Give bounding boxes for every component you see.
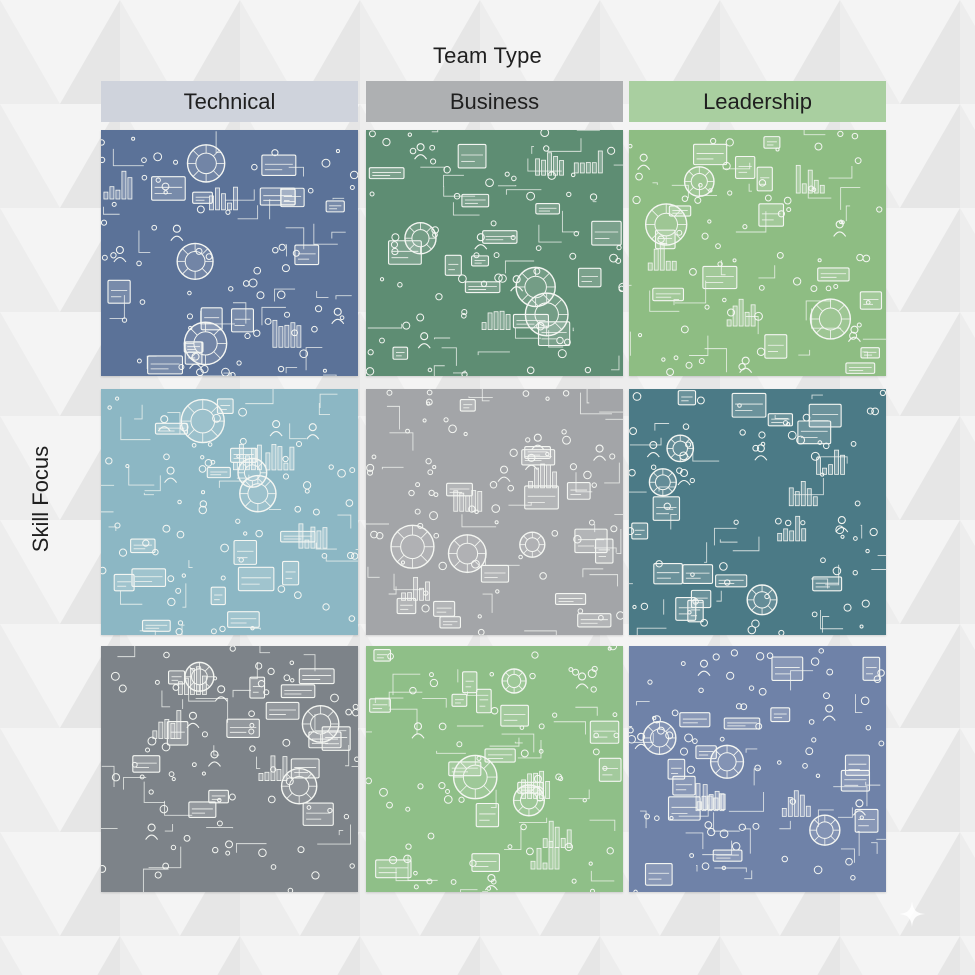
cell-technical-row-3 xyxy=(101,646,358,892)
cell-business-row-3 xyxy=(366,646,623,892)
column-header-technical: Technical xyxy=(101,81,358,122)
team-type-axis-title: Team Type xyxy=(432,43,542,68)
cell-leadership-row-2 xyxy=(629,389,886,635)
skill-focus-axis-title: Skill Focus xyxy=(28,445,53,553)
cell-technical-row-1 xyxy=(101,130,358,376)
cell-business-row-2 xyxy=(366,389,623,635)
column-header-business: Business xyxy=(366,81,623,122)
column-header-leadership: Leadership xyxy=(629,81,886,122)
cell-business-row-1 xyxy=(366,130,623,376)
sparkle-icon xyxy=(899,901,925,927)
cell-leadership-row-1 xyxy=(629,130,886,376)
cell-leadership-row-3 xyxy=(629,646,886,892)
cell-technical-row-2 xyxy=(101,389,358,635)
